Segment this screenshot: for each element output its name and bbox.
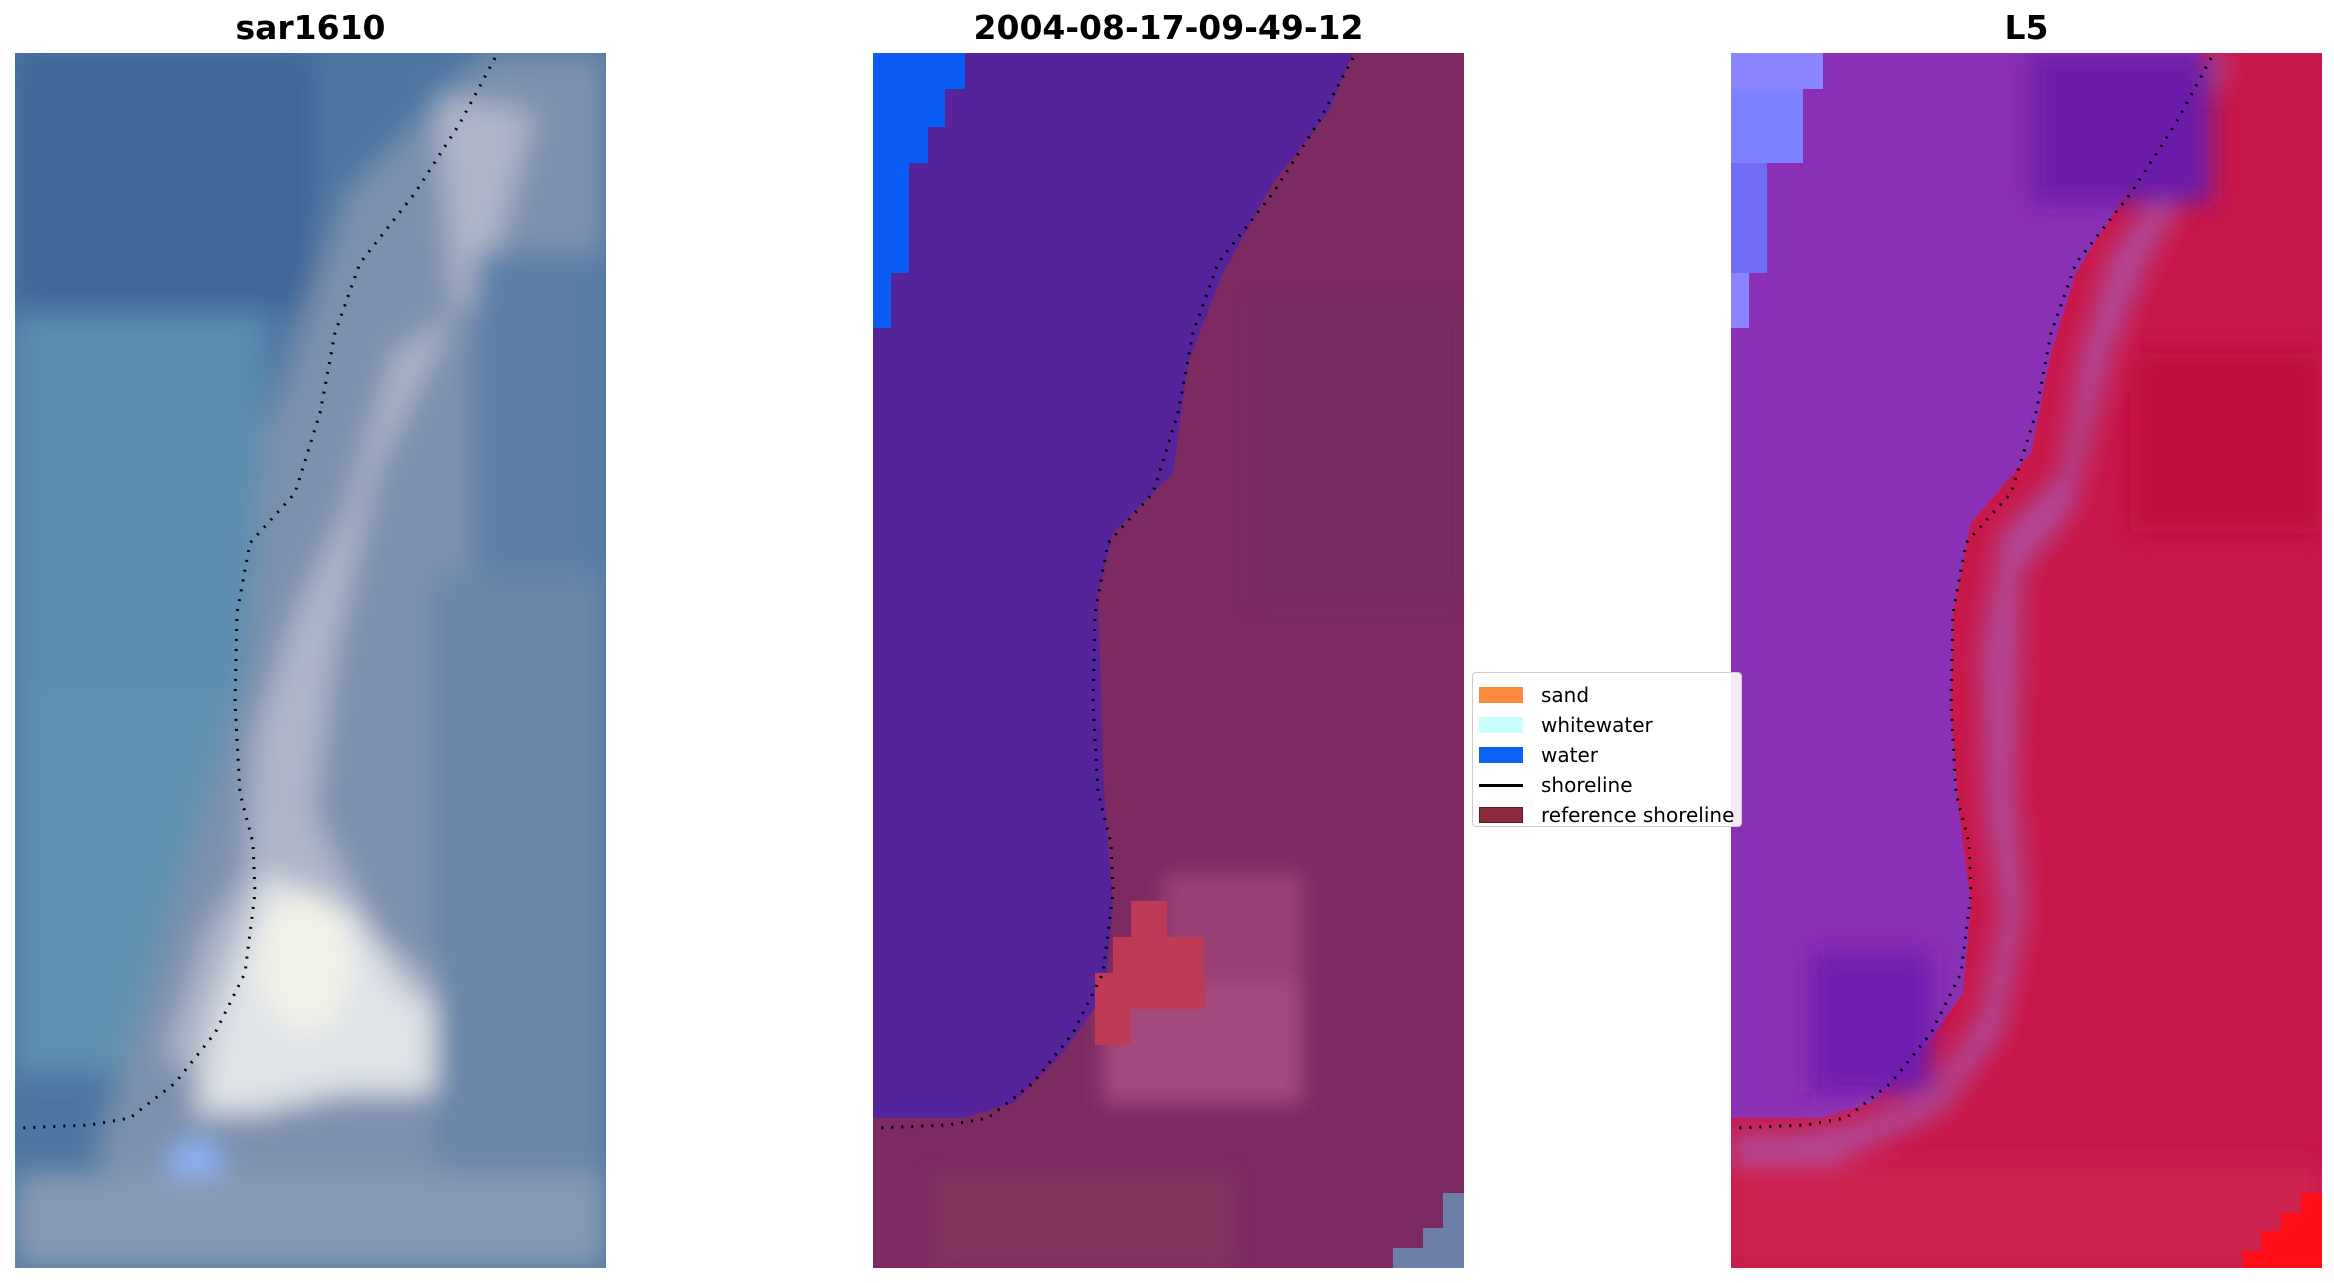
index-texture [1731, 53, 2322, 1268]
legend-line-shoreline [1479, 783, 1523, 787]
index-image-panel [1731, 53, 2322, 1268]
classified-water-blue-corner [873, 53, 965, 328]
legend-swatch-sand [1479, 687, 1523, 703]
panel-title-sar1610: sar1610 [235, 8, 386, 47]
index-light-corner [1731, 53, 1823, 328]
legend-item-water: water [1479, 743, 1598, 767]
legend-label-shoreline: shoreline [1541, 773, 1633, 797]
classification-svg [873, 53, 1464, 1268]
classified-grey-corner [1393, 1193, 1464, 1268]
legend-item-shoreline: shoreline [1479, 773, 1633, 797]
legend-item-whitewater: whitewater [1479, 713, 1653, 737]
classification-panel [873, 53, 1464, 1268]
legend-label-sand: sand [1541, 683, 1590, 707]
index-image-svg [1731, 53, 2322, 1268]
classified-water [873, 53, 1353, 1118]
index-red-corner [2243, 1193, 2322, 1268]
legend-label-reference-shoreline: reference shoreline [1541, 803, 1735, 827]
legend-item-reference-shoreline: reference shoreline [1479, 803, 1735, 827]
rgb-image-content [15, 53, 606, 1268]
classified-sand-patch [1095, 901, 1205, 1045]
panel-title-l5: L5 [2004, 8, 2049, 47]
legend-swatch-whitewater [1479, 717, 1523, 733]
legend-label-whitewater: whitewater [1541, 713, 1653, 737]
legend: sand whitewater water shoreline referenc… [1472, 672, 1742, 827]
legend-item-sand: sand [1479, 683, 1589, 707]
rgb-image-panel [15, 53, 606, 1268]
legend-swatch-water [1479, 747, 1523, 763]
panel-title-date: 2004-08-17-09-49-12 [973, 8, 1364, 47]
index-water [1731, 53, 2201, 1118]
legend-swatch-reference-shoreline [1479, 807, 1523, 823]
rgb-image-svg [15, 53, 606, 1268]
legend-label-water: water [1541, 743, 1598, 767]
